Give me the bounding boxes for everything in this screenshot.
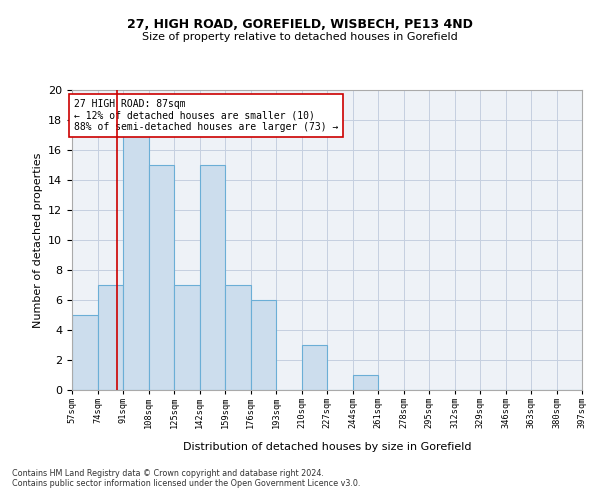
Bar [123, 135, 149, 390]
Y-axis label: Number of detached properties: Number of detached properties [32, 152, 43, 328]
Text: Contains public sector information licensed under the Open Government Licence v3: Contains public sector information licen… [12, 478, 361, 488]
Text: 27 HIGH ROAD: 87sqm
← 12% of detached houses are smaller (10)
88% of semi-detach: 27 HIGH ROAD: 87sqm ← 12% of detached ho… [74, 99, 338, 132]
Text: Size of property relative to detached houses in Gorefield: Size of property relative to detached ho… [142, 32, 458, 42]
Bar [72, 315, 97, 390]
Bar [353, 375, 378, 390]
Bar [97, 285, 123, 390]
Bar [225, 285, 251, 390]
Bar [199, 165, 225, 390]
Text: Distribution of detached houses by size in Gorefield: Distribution of detached houses by size … [183, 442, 471, 452]
Bar [174, 285, 199, 390]
Text: Contains HM Land Registry data © Crown copyright and database right 2024.: Contains HM Land Registry data © Crown c… [12, 468, 324, 477]
Text: 27, HIGH ROAD, GOREFIELD, WISBECH, PE13 4ND: 27, HIGH ROAD, GOREFIELD, WISBECH, PE13 … [127, 18, 473, 30]
Bar [302, 345, 327, 390]
Bar [251, 300, 276, 390]
Bar [149, 165, 174, 390]
